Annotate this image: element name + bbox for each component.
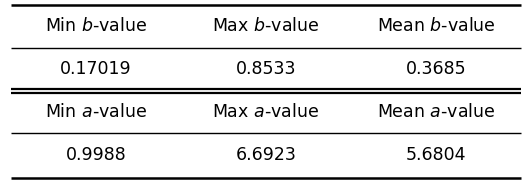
Text: Mean $b$-value: Mean $b$-value — [377, 17, 496, 35]
Text: 0.17019: 0.17019 — [60, 60, 131, 78]
Text: Min $a$-value: Min $a$-value — [45, 103, 147, 121]
Text: 0.3685: 0.3685 — [406, 60, 467, 78]
Text: 0.9988: 0.9988 — [65, 146, 126, 164]
Text: Max $a$-value: Max $a$-value — [212, 103, 320, 121]
Text: Min $b$-value: Min $b$-value — [45, 17, 147, 35]
Text: 0.8533: 0.8533 — [236, 60, 296, 78]
Text: Mean $a$-value: Mean $a$-value — [377, 103, 495, 121]
Text: 5.6804: 5.6804 — [406, 146, 467, 164]
Text: Max $b$-value: Max $b$-value — [212, 17, 320, 35]
Text: 6.6923: 6.6923 — [236, 146, 296, 164]
